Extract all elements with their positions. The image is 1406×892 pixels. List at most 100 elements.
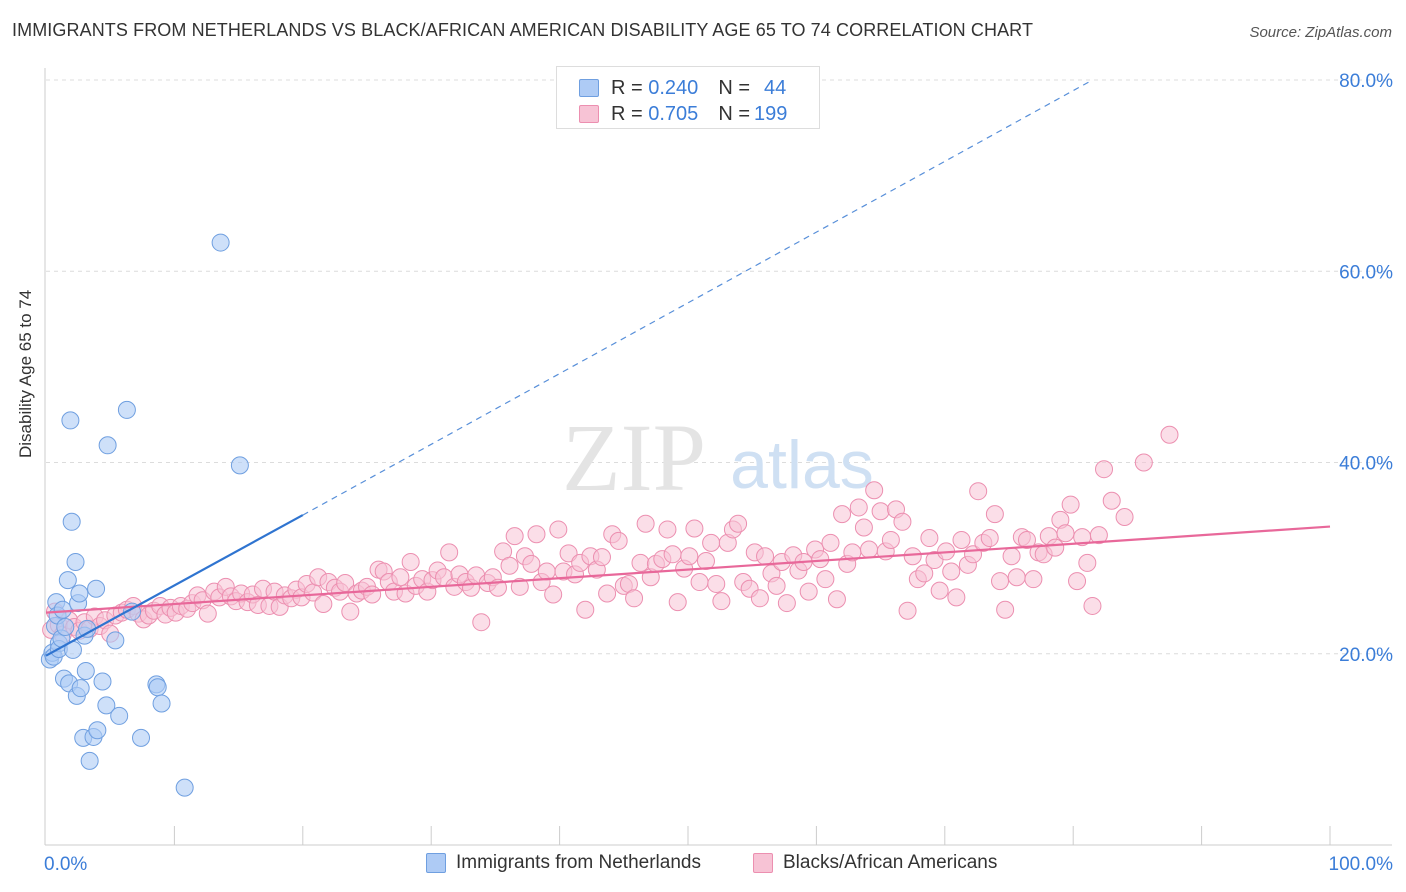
data-point-black [1083,596,1102,615]
data-point-black [1046,538,1065,557]
x-tick-label: 100.0% [1329,854,1394,875]
legend-r-label: R = [611,76,643,99]
data-point-black [1002,547,1021,566]
data-point-black [658,520,677,539]
legend-row-blue: R = 0.240 N = 44 [579,76,786,100]
data-point-black [712,592,731,611]
data-point-black [198,604,217,623]
trend-line-black [45,525,1331,614]
data-point-black [756,547,775,566]
data-point-black [799,582,818,601]
data-point-black [750,589,769,608]
data-point-black [777,594,796,613]
data-point-black [631,553,650,572]
data-point-netherlands [175,778,194,797]
data-point-black [1078,553,1097,572]
data-point-netherlands [66,552,85,571]
data-point-black [996,600,1015,619]
data-point-black [549,520,568,539]
data-point-netherlands [70,584,89,603]
y-tick-label: 40.0% [1339,454,1393,475]
legend-swatch-pink [579,105,599,123]
data-point-black [685,519,704,538]
legend-item-black: Blacks/African Americans [753,852,997,874]
data-point-netherlands [76,661,95,680]
y-axis-label: Disability Age 65 to 74 [16,289,35,458]
data-point-black [609,531,628,550]
data-point-black [391,568,410,587]
legend-stats: R = 0.240 N = 44 R = 0.705 N = 199 [556,66,820,129]
data-point-netherlands [61,411,80,430]
y-tick-label: 60.0% [1339,262,1393,283]
y-tick-label: 20.0% [1339,645,1393,666]
data-point-black [636,514,655,533]
data-point-black [881,530,900,549]
data-point-netherlands [132,728,151,747]
data-point-black [527,525,546,544]
legend-r-value: 0.705 [648,102,699,125]
data-point-black [827,590,846,609]
data-point-black [860,540,879,559]
data-point-black [816,570,835,589]
trend-line-netherlands-extended [302,79,1093,516]
legend-item-netherlands: Immigrants from Netherlands [426,852,701,874]
data-point-black [865,481,884,500]
data-point-black [668,593,687,612]
trend-line-netherlands [45,514,304,657]
axes [44,68,1392,846]
data-point-black [833,505,852,524]
data-point-black [1056,524,1075,543]
chart-title: IMMIGRANTS FROM NETHERLANDS VS BLACK/AFR… [12,20,1034,40]
x-tick-label: 0.0% [44,854,87,875]
data-point-black [1017,530,1036,549]
legend-row-pink: R = 0.705 N = 199 [579,102,787,126]
data-point-black [942,562,961,581]
data-point-black [1089,526,1108,545]
data-point-netherlands [211,233,230,252]
data-point-black [767,576,786,595]
data-point-black [1068,572,1087,591]
legend-label-netherlands: Immigrants from Netherlands [456,852,701,873]
data-point-black [893,512,912,531]
data-point-netherlands [97,696,116,715]
data-point-black [854,518,873,537]
data-point-black [690,573,709,592]
source-label: Source: ZipAtlas.com [1249,24,1392,41]
data-point-black [1160,425,1179,444]
watermark-atlas: atlas [730,427,874,503]
grid [46,79,1392,655]
data-point-black [871,502,890,521]
data-point-black [663,545,682,564]
data-point-black [947,588,966,607]
data-point-netherlands [148,678,167,697]
data-point-black [952,530,971,549]
legend-swatch-blue [579,79,599,97]
data-point-black [1007,568,1026,587]
trend-lines [45,79,1331,657]
data-point-netherlands [117,400,136,419]
data-point-black [401,552,420,571]
tick-labels: 20.0% 40.0% 60.0% 80.0% 0.0% 100.0% [44,71,1393,875]
data-point-black [625,589,644,608]
legend-n-label: N = [718,76,750,99]
data-point-netherlands [110,706,129,725]
data-point-netherlands [71,679,90,698]
data-point-black [821,533,840,552]
data-point-black [592,548,611,567]
blue-series [40,233,249,797]
data-point-black [341,602,360,621]
data-point-black [930,581,949,600]
data-point-netherlands [106,631,125,650]
data-point-black [849,498,868,517]
data-point-netherlands [93,672,112,691]
data-point-black [680,547,699,566]
data-point-black [500,556,519,575]
data-point-black [559,544,578,563]
data-point-netherlands [87,579,106,598]
data-point-black [702,533,721,552]
legend-n-value: 44 [764,76,787,99]
data-point-black [1061,495,1080,514]
data-point-black [903,547,922,566]
data-point-black [314,595,333,614]
